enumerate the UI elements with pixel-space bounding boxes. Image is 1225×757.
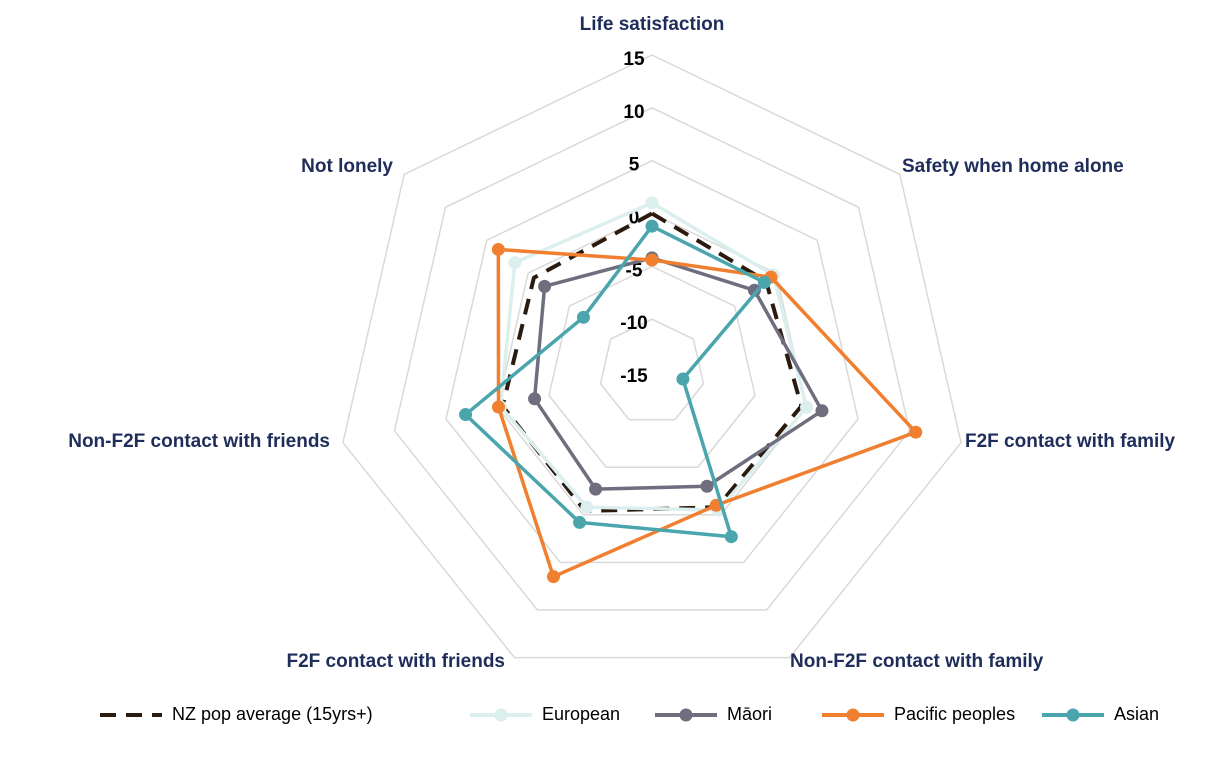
marker	[580, 500, 594, 514]
marker	[700, 479, 714, 493]
marker	[747, 283, 761, 297]
series-line	[463, 224, 767, 539]
series-line	[496, 247, 918, 579]
marker	[645, 196, 659, 210]
legend-label: Māori	[727, 704, 772, 724]
axis-label: Not lonely	[301, 156, 393, 177]
marker	[573, 515, 587, 529]
tick-label: 15	[623, 49, 645, 70]
legend-label: Pacific peoples	[894, 704, 1015, 724]
series-line	[500, 211, 804, 513]
tick-label: -5	[626, 260, 643, 281]
marker	[800, 400, 814, 414]
legend-marker	[846, 708, 860, 722]
marker	[645, 253, 659, 267]
marker	[676, 372, 690, 386]
marker	[538, 279, 552, 293]
tick-label: 5	[629, 155, 640, 176]
axis-label: Safety when home alone	[902, 156, 1124, 177]
marker	[528, 392, 542, 406]
marker	[576, 310, 590, 324]
grid-ring	[393, 107, 911, 611]
grid-ring	[496, 212, 808, 516]
legend-label: European	[542, 704, 620, 724]
grid-ring	[599, 318, 705, 421]
marker	[459, 408, 473, 422]
legend-marker	[679, 708, 693, 722]
tick-label: 10	[623, 102, 644, 123]
marker	[508, 256, 522, 270]
axis-label: Life satisfaction	[580, 14, 725, 35]
legend-label: NZ pop average (15yrs+)	[172, 704, 373, 724]
legend-marker	[494, 708, 508, 722]
tick-label: 0	[629, 208, 640, 229]
grid-ring	[548, 265, 756, 468]
series-line	[498, 201, 809, 512]
axis-label: F2F contact with friends	[286, 651, 505, 672]
legend-marker	[1066, 708, 1080, 722]
tick-label: -15	[620, 366, 648, 387]
marker	[589, 482, 603, 496]
marker	[645, 219, 659, 233]
marker	[546, 570, 560, 584]
marker	[909, 425, 923, 439]
axis-label: Non-F2F contact with friends	[68, 431, 330, 452]
marker	[491, 242, 505, 256]
marker	[724, 530, 738, 544]
axis-label: Non-F2F contact with family	[790, 651, 1044, 672]
grid-ring	[342, 54, 962, 659]
legend-label: Asian	[1114, 704, 1159, 724]
axis-label: F2F contact with family	[965, 431, 1176, 452]
grid-ring	[445, 159, 859, 564]
tick-label: -10	[620, 313, 647, 334]
marker	[815, 404, 829, 418]
marker	[757, 275, 771, 289]
marker	[492, 400, 506, 414]
series-line	[532, 256, 824, 491]
